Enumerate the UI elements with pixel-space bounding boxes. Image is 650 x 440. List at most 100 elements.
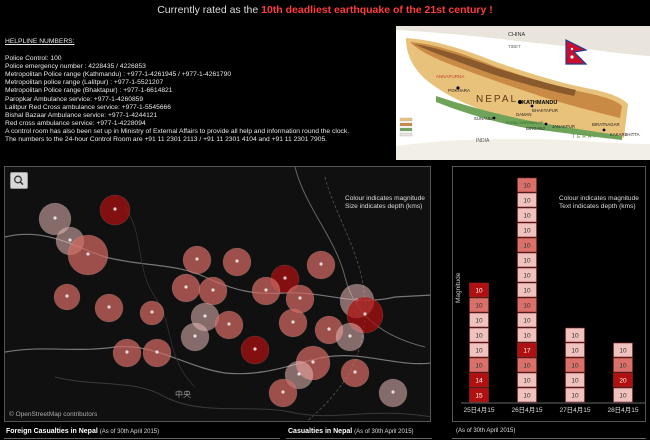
bar-segment[interactable] (517, 387, 537, 403)
earthquake-map-panel[interactable]: Colour indicates magnitude Size indicate… (4, 166, 431, 422)
bar-segment[interactable] (517, 372, 537, 388)
location-pin-icon (65, 294, 69, 298)
bar-segment[interactable] (613, 372, 633, 388)
location-pin-icon (264, 288, 268, 292)
bar-segment[interactable] (565, 372, 585, 388)
map-label-bhaktapur: BHAKTAPUR (532, 108, 558, 113)
segment-depth-label: 10 (619, 363, 627, 370)
location-pin-icon (107, 305, 111, 309)
map-label-birganj: BIRGANJ (526, 126, 545, 131)
segment-depth-label: 15 (475, 393, 483, 400)
segment-depth-label: 10 (523, 393, 531, 400)
location-pin-icon (353, 370, 357, 374)
nepal-relief-map: CHINA TIBET ANNAPURNA POKHARA NEPAL KATH… (396, 26, 650, 160)
bar-segment[interactable] (469, 357, 489, 373)
map-label-janakpur: JANAKPUR (552, 124, 575, 129)
bar-segment[interactable] (517, 282, 537, 298)
map-search-button[interactable] (10, 172, 28, 189)
bar-segment[interactable] (565, 342, 585, 358)
helpline-line: Police emergency number : 4228435 / 4226… (5, 63, 146, 71)
foreign-casualties-title: Foreign Casualties in Nepal (As of 30th … (6, 428, 159, 435)
location-pin-icon (155, 350, 159, 354)
bar-segment[interactable] (517, 237, 537, 253)
map-label-terai: TERAI (572, 134, 597, 140)
segment-depth-label: 10 (523, 243, 531, 250)
location-pin-icon (291, 320, 295, 324)
location-pin-icon (319, 262, 323, 266)
bar-segment[interactable] (565, 387, 585, 403)
bar-segment[interactable] (517, 297, 537, 313)
chart-legend-line: Text indicates depth (kms) (559, 203, 636, 210)
helpline-line: Lalitpur Red Cross ambulance service: +9… (5, 103, 171, 111)
location-pin-icon (193, 334, 197, 338)
bar-segment[interactable] (517, 252, 537, 268)
location-pin-icon (227, 322, 231, 326)
segment-depth-label: 10 (523, 258, 531, 265)
segment-depth-label: 20 (619, 378, 627, 385)
segment-depth-label: 10 (475, 288, 483, 295)
x-tick-label: 26日4月15 (511, 406, 542, 414)
location-pin-icon (195, 257, 199, 261)
map-label-kathmandu: KATHMANDU (522, 100, 557, 106)
map-label-biratnagar: BIRATNAGAR (592, 122, 620, 127)
bar-segment[interactable] (613, 387, 633, 403)
bar-segment[interactable] (517, 207, 537, 223)
map-label-kakarbhitta: KAKARBHITTA (610, 132, 640, 137)
bar-segment[interactable] (469, 312, 489, 328)
location-pin-icon (281, 390, 285, 394)
helpline-block: HELPLINE NUMBERS: Police Control: 100 Po… (5, 38, 397, 144)
right-panel-date: (As of 30th April 2015) (456, 428, 516, 434)
segment-depth-label: 10 (523, 198, 531, 205)
search-icon (14, 175, 24, 186)
segment-depth-label: 10 (475, 303, 483, 310)
bar-segment[interactable] (613, 342, 633, 358)
bar-segment[interactable] (517, 222, 537, 238)
quake-bubble-layer[interactable] (38, 194, 408, 408)
helpline-line: Bishal Bazaar Ambulance service: +977-1-… (5, 111, 158, 119)
helpline-line: Red cross ambulance service: +977-1-4228… (5, 119, 146, 127)
helpline-line: Metropolitan Police range (Kathmandu) : … (5, 71, 232, 79)
map-place-label: 中央 (175, 390, 191, 399)
bar-segment[interactable] (517, 177, 537, 193)
location-pin-icon (283, 276, 287, 280)
segment-depth-label: 14 (475, 378, 483, 385)
map-credit[interactable]: © OpenStreetMap contributors (9, 411, 98, 418)
location-pin-icon (203, 314, 207, 318)
chart-legend: Colour indicates magnitude Text indicate… (559, 195, 639, 211)
bar-segment[interactable] (613, 357, 633, 373)
map-label-annapurna: ANNAPURNA (436, 74, 464, 79)
bar-segment[interactable] (517, 312, 537, 328)
bar-segment[interactable] (565, 327, 585, 343)
bar-segment[interactable] (565, 357, 585, 373)
country-border (294, 167, 426, 348)
bar-segment[interactable] (517, 327, 537, 343)
bar-segment[interactable] (469, 387, 489, 403)
foreign-casualties-heading: Foreign Casualties in Nepal (6, 428, 98, 435)
bar-segment[interactable] (517, 342, 537, 358)
segment-depth-label: 10 (523, 288, 531, 295)
segment-depth-label: 10 (571, 363, 579, 370)
bar-segment[interactable] (469, 372, 489, 388)
helpline-line: The numbers to the 24-hour Control Room … (5, 136, 328, 144)
bar-segment[interactable] (469, 327, 489, 343)
location-pin-icon (211, 288, 215, 292)
earthquake-map[interactable] (5, 167, 431, 422)
segment-depth-label: 10 (475, 318, 483, 325)
bar-segment[interactable] (469, 342, 489, 358)
segment-depth-label: 10 (619, 393, 627, 400)
bar-segment[interactable] (517, 357, 537, 373)
map-legend: Colour indicates magnitude Size indicate… (345, 195, 425, 211)
segment-depth-label: 10 (523, 213, 531, 220)
foreign-casualties-date: (As of 30th April 2015) (99, 429, 160, 435)
bar-segment[interactable] (517, 192, 537, 208)
segment-depth-label: 10 (523, 378, 531, 385)
bar-segment[interactable] (517, 267, 537, 283)
segment-depth-label: 10 (523, 273, 531, 280)
location-pin-icon (150, 310, 154, 314)
footer-divider (452, 438, 646, 439)
bar-segment[interactable] (469, 282, 489, 298)
chart-legend-line: Colour indicates magnitude (559, 195, 639, 202)
headline: Currently rated as the 10th deadliest ea… (0, 4, 650, 16)
bar-segment[interactable] (469, 297, 489, 313)
segment-depth-label: 10 (523, 333, 531, 340)
